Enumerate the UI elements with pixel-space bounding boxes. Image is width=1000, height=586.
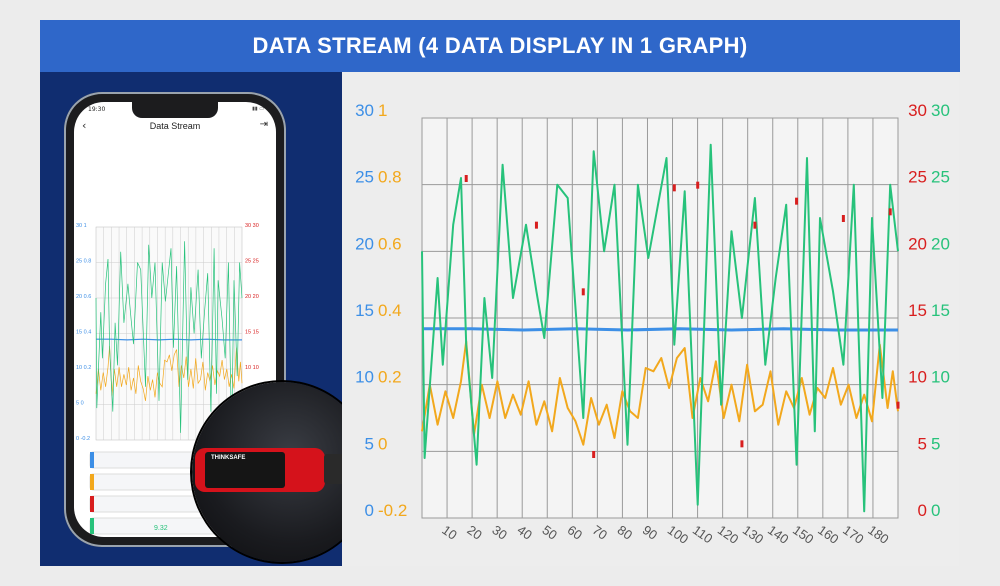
y-tick-left-orange: 0.6 (378, 234, 402, 253)
phone-panel: 19:30 ▮▮ ▭ ‹ Data Stream ⇥ 30 1 25 0.8 20 … (40, 72, 342, 566)
y-tick-right-green: 5 (931, 434, 940, 453)
x-tick-label: 150 (790, 522, 816, 547)
mini-y-tick-left: 25 0.8 (76, 259, 91, 265)
row-value: 9.32 (154, 525, 168, 532)
x-tick-label: 100 (665, 522, 691, 547)
x-tick-label: 130 (740, 522, 766, 547)
y-tick-left-orange: 0 (378, 434, 387, 453)
mini-series-line (96, 338, 242, 341)
y-tick-left-orange: 0.4 (378, 301, 402, 320)
x-tick-label: 30 (489, 522, 509, 543)
y-tick-right-green: 10 (931, 368, 950, 387)
x-tick-label: 40 (514, 522, 534, 543)
back-icon[interactable]: ‹ (82, 119, 87, 132)
battery-icon: ▮▮ ▭ (252, 106, 264, 112)
right-green-series-line (421, 143, 899, 513)
x-tick-label: 180 (865, 522, 891, 547)
status-time: 19:30 (88, 106, 106, 113)
y-tick-left-blue: 10 (355, 368, 374, 387)
obd-brand: THINKSAFE (211, 455, 246, 461)
y-tick-right-red: 0 (918, 501, 927, 520)
y-tick-left-orange: 0.8 (378, 168, 402, 187)
banner-title: DATA STREAM (4 DATA DISPLAY IN 1 GRAPH) (252, 33, 748, 58)
mini-y-tick-left: 5 0 (76, 401, 84, 407)
x-tick-label: 50 (540, 522, 560, 543)
mini-y-tick-left: 20 0.6 (76, 294, 91, 300)
x-tick-label: 120 (715, 522, 741, 547)
y-tick-left-blue: 25 (355, 168, 374, 187)
mini-y-tick-left: 30 1 (76, 223, 87, 229)
y-tick-left-blue: 15 (355, 301, 374, 320)
left-blue-series-line (422, 327, 898, 332)
y-tick-right-red: 25 (908, 168, 927, 187)
obd-device-photo: THINKSAFE (192, 382, 342, 562)
x-tick-label: 60 (565, 522, 585, 543)
x-tick-label: 160 (815, 522, 841, 547)
y-tick-right-green: 30 (931, 101, 950, 120)
mini-y-tick-right: 10 10 (245, 365, 259, 371)
y-tick-left-blue: 0 (365, 501, 374, 520)
y-tick-left-orange: 0.2 (378, 368, 402, 387)
y-tick-left-orange: -0.2 (378, 501, 407, 520)
app-title: Data Stream (149, 121, 201, 131)
y-tick-left-orange: 1 (378, 101, 387, 120)
phone-screen: 19:30 ▮▮ ▭ ‹ Data Stream ⇥ 30 1 25 0.8 20 … (74, 102, 276, 537)
x-tick-label: 20 (464, 522, 484, 543)
y-tick-left-blue: 5 (365, 434, 374, 453)
banner: DATA STREAM (4 DATA DISPLAY IN 1 GRAPH) (40, 20, 960, 72)
x-tick-label: 80 (615, 522, 635, 543)
mini-y-tick-right: 15 15 (245, 330, 259, 336)
y-tick-right-green: 0 (931, 501, 940, 520)
obd-plug (324, 454, 342, 484)
y-tick-right-red: 30 (908, 101, 927, 120)
obd-label: THINKSAFE (205, 452, 285, 488)
x-tick-label: 110 (690, 522, 716, 546)
y-tick-right-red: 15 (908, 301, 927, 320)
mini-y-tick-right: 25 25 (245, 259, 259, 265)
x-tick-label: 70 (590, 522, 610, 543)
mini-series-line (95, 345, 243, 401)
left-orange-series-line (421, 340, 899, 446)
mini-y-tick-left: 0 -0.2 (76, 436, 90, 442)
y-tick-left-blue: 30 (355, 101, 374, 120)
phone: 19:30 ▮▮ ▭ ‹ Data Stream ⇥ 30 1 25 0.8 20 … (64, 92, 286, 547)
phone-notch (132, 102, 218, 118)
x-tick-label: 140 (765, 522, 791, 547)
y-tick-right-green: 15 (931, 301, 950, 320)
main-chart: 30252015105010.80.60.40.20-0.23025201510… (355, 101, 950, 547)
y-tick-right-red: 5 (918, 434, 927, 453)
mini-y-tick-left: 15 0.4 (76, 330, 91, 336)
y-tick-left-blue: 20 (355, 234, 374, 253)
y-tick-right-red: 10 (908, 368, 927, 387)
mini-y-tick-right: 20 20 (245, 294, 259, 300)
obd-body: THINKSAFE (195, 448, 325, 492)
x-tick-label: 170 (840, 522, 866, 547)
y-tick-right-green: 20 (931, 234, 950, 253)
y-tick-right-green: 25 (931, 168, 950, 187)
mini-y-tick-left: 10 0.2 (76, 365, 91, 371)
mini-y-tick-right: 30 30 (245, 223, 259, 229)
exit-icon[interactable]: ⇥ (259, 119, 268, 130)
y-tick-right-red: 20 (908, 234, 927, 253)
x-tick-label: 90 (640, 522, 660, 543)
x-tick-label: 10 (439, 522, 459, 543)
mini-series-line (95, 241, 243, 437)
